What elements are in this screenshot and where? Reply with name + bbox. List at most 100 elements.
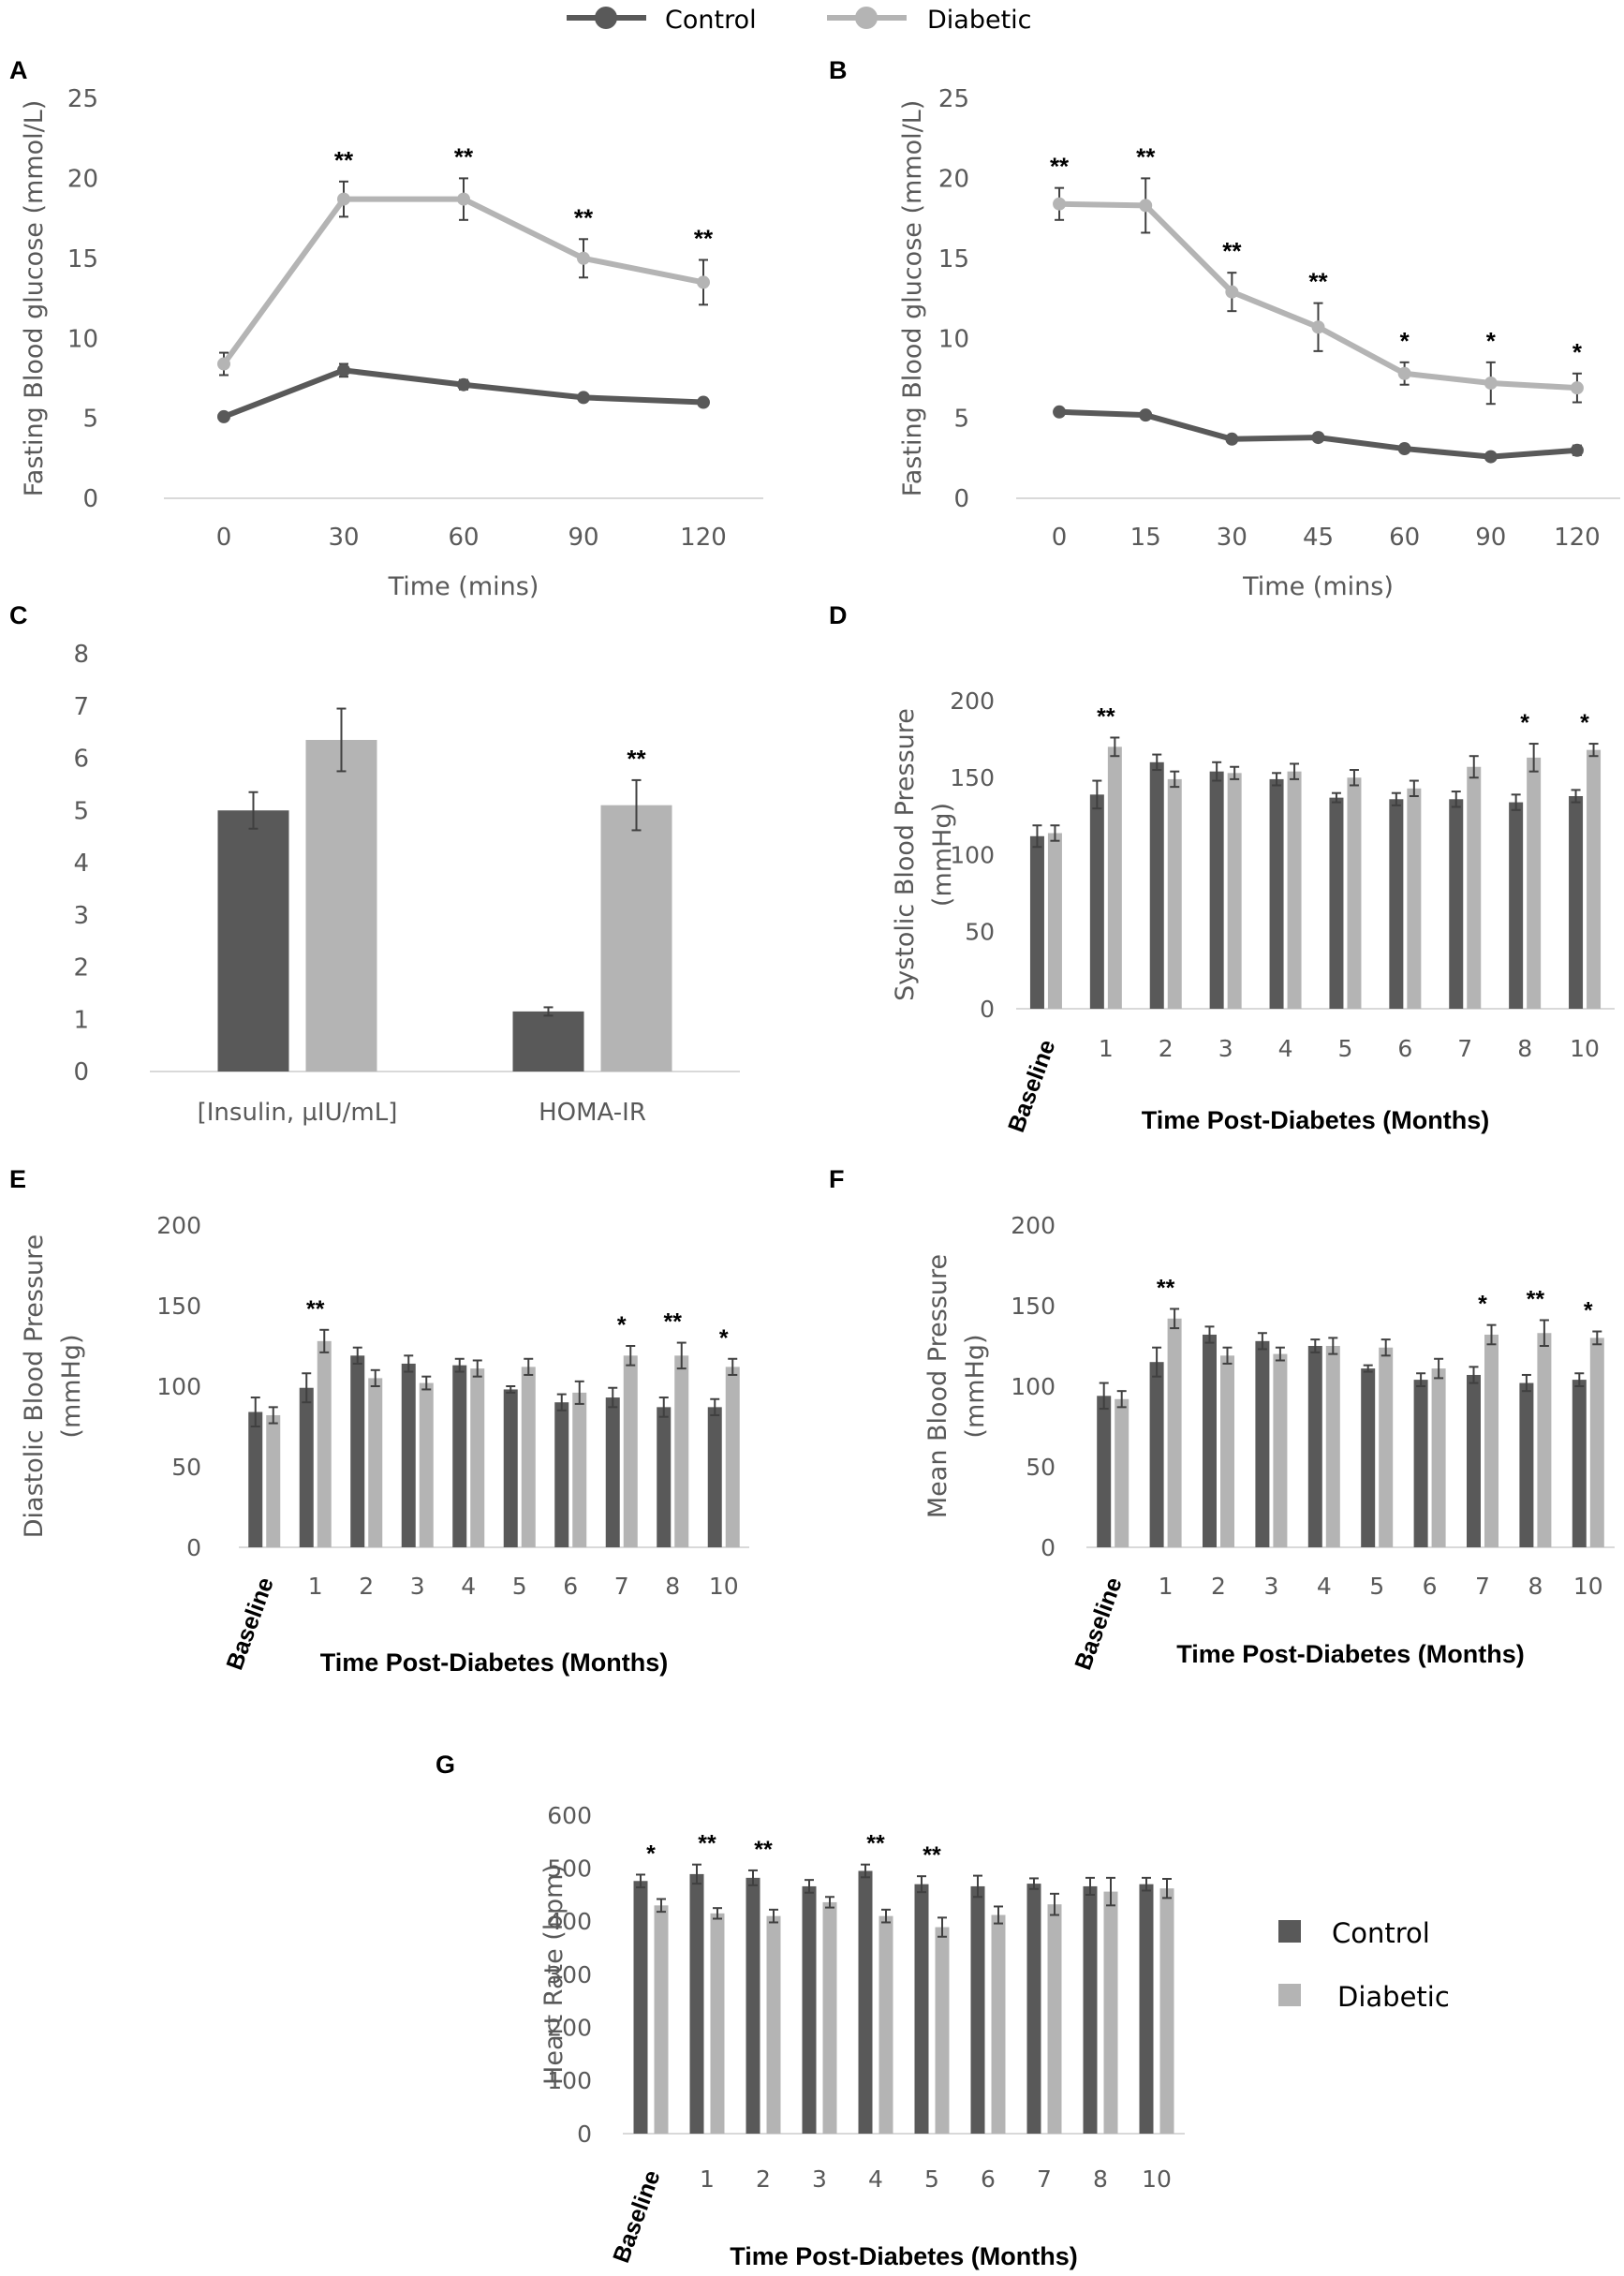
x-tick-label: 30 <box>1217 524 1248 552</box>
data-point-control <box>217 409 230 423</box>
panel-label: B <box>829 56 848 84</box>
bar-control <box>1139 1884 1154 2134</box>
bar-control <box>1519 1382 1534 1547</box>
significance-marker: ** <box>1157 1275 1175 1301</box>
significance-marker: ** <box>664 1309 683 1336</box>
x-tick-label: 10 <box>1573 1573 1603 1600</box>
panel-c: 0 1 2 3 4 5 6 7 8 C [Insulin, µIU/mL] HOMA-IR ** <box>9 601 740 1127</box>
data-point-control <box>577 391 590 405</box>
y-tick-label: 50 <box>171 1454 201 1481</box>
x-axis-label: Time (mins) <box>1242 572 1394 601</box>
bar-control <box>1029 835 1044 1009</box>
significance-marker: * <box>1400 327 1410 355</box>
bar-diabetic <box>878 1915 893 2134</box>
y-axis-label: Mean Blood Pressure <box>923 1254 952 1518</box>
y-tick-label: 150 <box>950 764 995 791</box>
bar-control <box>1209 771 1224 1009</box>
data-point-control <box>1397 442 1411 456</box>
x-tick-label-baseline: Baseline <box>1003 1036 1061 1135</box>
y-tick-label: 6 <box>73 746 89 774</box>
x-tick-label: 7 <box>1457 1035 1472 1062</box>
y-tick-label: 150 <box>1011 1293 1056 1320</box>
x-tick-label: 1 <box>1159 1573 1174 1600</box>
x-tick-label: 0 <box>216 524 232 552</box>
x-tick-label-baseline: Baseline <box>1070 1574 1128 1673</box>
significance-marker: ** <box>1222 237 1242 265</box>
y-tick-label: 100 <box>950 841 995 868</box>
panel-a: 0 5 10 15 20 25 A 0 30 60 90 120 Time (mins) Fasting … <box>9 56 763 601</box>
x-tick-label: 1 <box>308 1573 323 1600</box>
y-axis-label: Fasting Blood glucose (mmol/L) <box>898 100 927 497</box>
x-tick-label: 2 <box>756 2165 771 2193</box>
bar-diabetic <box>1379 1347 1394 1547</box>
x-tick-label: 5 <box>512 1573 527 1600</box>
bar-control <box>1083 1885 1098 2134</box>
bar-control <box>970 1885 985 2134</box>
significance-marker: ** <box>866 1831 885 1857</box>
data-point-control <box>457 377 470 392</box>
bar-control <box>1572 1380 1587 1547</box>
y-tick-label: 5 <box>953 406 969 434</box>
x-tick-label: 90 <box>1475 524 1506 552</box>
significance-marker: * <box>646 1840 656 1867</box>
bar-diabetic <box>1431 1368 1446 1547</box>
panel-label: D <box>829 601 848 629</box>
x-tick-label: 60 <box>448 524 479 552</box>
panel-label: C <box>9 601 28 629</box>
y-axis-label: Fasting Blood glucose (mmol/L) <box>20 100 49 497</box>
bar-control <box>1269 778 1284 1009</box>
y-axis-label: Systolic Blood Pressure <box>891 708 920 1001</box>
y-tick-label: 3 <box>73 902 89 930</box>
legend-diabetic-label: Diabetic <box>927 6 1032 35</box>
bar-diabetic <box>1287 771 1302 1009</box>
bar-control <box>1089 794 1104 1009</box>
x-axis-label: Time Post-Diabetes (Months) <box>320 1648 669 1677</box>
significance-marker: ** <box>1308 268 1328 296</box>
y-tick-label: 100 <box>1011 1373 1056 1400</box>
bar-diabetic <box>1047 1904 1062 2134</box>
bar-control <box>1361 1368 1376 1547</box>
bar-diabetic <box>1220 1355 1234 1547</box>
top-legend: Control Diabetic <box>567 6 1032 35</box>
data-point-diabetic <box>697 275 710 289</box>
x-tick-label: 2 <box>1159 1035 1174 1062</box>
data-point-control <box>337 363 350 377</box>
bar-diabetic <box>623 1355 638 1547</box>
legend-control-label: Control <box>665 6 757 35</box>
panel-d: 0 50 100 150 200 D Baseline 1 2 3 4 5 6 7 8 10 Time Post… <box>829 601 1615 1136</box>
data-point-diabetic <box>1311 320 1325 334</box>
panel-b: 0 5 10 15 20 25 B 0 15 30 45 60 90 120 Time (mins) Fast… <box>829 56 1620 601</box>
y-tick-label: 8 <box>73 641 89 669</box>
y-tick-label: 0 <box>953 485 969 513</box>
significance-marker: * <box>1478 1292 1487 1318</box>
significance-marker: ** <box>627 745 646 773</box>
y-tick-label: 600 <box>547 1802 592 1829</box>
y-tick-label: 7 <box>73 693 89 721</box>
y-tick-label: 300 <box>547 1961 592 1988</box>
y-tick-label: 200 <box>156 1212 201 1239</box>
bar-diabetic <box>1227 773 1242 1009</box>
panel-label: G <box>436 1751 455 1779</box>
bar-diabetic <box>1325 1346 1340 1547</box>
data-point-control <box>1139 408 1153 422</box>
y-tick-label: 0 <box>1041 1534 1056 1561</box>
x-tick-label: 6 <box>981 2165 996 2193</box>
x-tick-label: 4 <box>1278 1035 1293 1062</box>
x-tick-label: 1 <box>1099 1035 1114 1062</box>
y-tick-label: 2 <box>73 954 89 983</box>
y-tick-label: 200 <box>1011 1212 1056 1239</box>
x-tick-label: 120 <box>680 524 727 552</box>
bar-diabetic <box>419 1382 434 1547</box>
y-tick-label: 50 <box>1026 1454 1056 1481</box>
x-axis-label: Time Post-Diabetes (Months) <box>1142 1106 1490 1134</box>
significance-marker: * <box>1486 327 1497 355</box>
bar-control <box>1255 1340 1270 1547</box>
y-tick-label: 0 <box>73 1058 89 1086</box>
x-tick-label: 7 <box>1475 1573 1490 1600</box>
significance-marker: * <box>1584 1298 1593 1324</box>
x-tick-label: 8 <box>1528 1573 1543 1600</box>
x-tick-label: 2 <box>359 1573 374 1600</box>
bar-control <box>1509 802 1524 1009</box>
bar-control <box>802 1885 817 2134</box>
y-tick-label: 200 <box>950 687 995 715</box>
